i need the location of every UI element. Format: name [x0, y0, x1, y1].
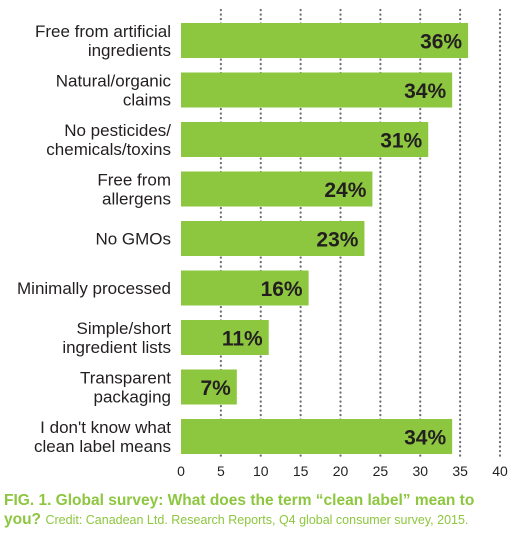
data-label: 16%: [261, 278, 303, 301]
bar: [181, 171, 373, 207]
x-tick-label: 30: [412, 463, 428, 479]
x-tick-label: 10: [253, 463, 269, 479]
bar: [181, 320, 269, 355]
bar: [181, 270, 309, 306]
x-axis-tick-labels: 0 5 10 15 20 25 30 35 40: [177, 463, 508, 479]
x-tick-label: 20: [333, 463, 349, 479]
caption-credit: Credit: Canadean Ltd. Research Reports, …: [45, 513, 469, 527]
bar-chart: Free from artificial ingredients Natural/o…: [17, 8, 508, 479]
bar: [181, 122, 429, 157]
data-label: 24%: [324, 179, 366, 202]
x-tick-label: 25: [373, 463, 389, 479]
figure-caption: FIG. 1. Global survey: What does the ter…: [4, 491, 509, 530]
category-labels: Free from artificial ingredients Natural/o…: [17, 22, 172, 456]
x-tick-label: 0: [177, 463, 185, 479]
value-labels: 36% 34% 31% 24% 23% 16% 11% 7% 34%: [200, 31, 462, 450]
category-label: I don't know what clean label means: [34, 418, 171, 456]
data-label: 7%: [200, 377, 231, 400]
x-tick-label: 15: [293, 463, 309, 479]
data-label: 11%: [222, 328, 263, 351]
data-label: 34%: [404, 427, 446, 450]
data-label: 36%: [420, 31, 462, 54]
category-label: Free from allergens: [97, 171, 171, 209]
bar: [181, 221, 365, 256]
x-tick-label: 5: [217, 463, 225, 479]
category-label: Free from artificial ingredients: [35, 22, 171, 60]
bar: [181, 419, 453, 454]
data-label: 31%: [380, 130, 422, 153]
x-tick-label: 35: [452, 463, 468, 479]
category-label: No pesticides/chemicals/toxins: [46, 121, 171, 159]
bars: [181, 23, 469, 454]
x-tick-label: 40: [492, 463, 508, 479]
category-label: Natural/organic claims: [56, 72, 172, 110]
caption-title: FIG. 1. Global survey: What does the ter…: [4, 492, 475, 528]
category-label: Minimally processed: [17, 279, 171, 298]
data-label: 23%: [316, 229, 358, 252]
data-label: 34%: [404, 80, 446, 103]
category-label: No GMOs: [95, 230, 171, 249]
category-label: Transparent packaging: [80, 369, 171, 407]
bar: [181, 369, 237, 405]
bar: [181, 72, 453, 108]
category-label: Simple/short ingredient lists: [62, 319, 171, 357]
bar: [181, 23, 469, 58]
